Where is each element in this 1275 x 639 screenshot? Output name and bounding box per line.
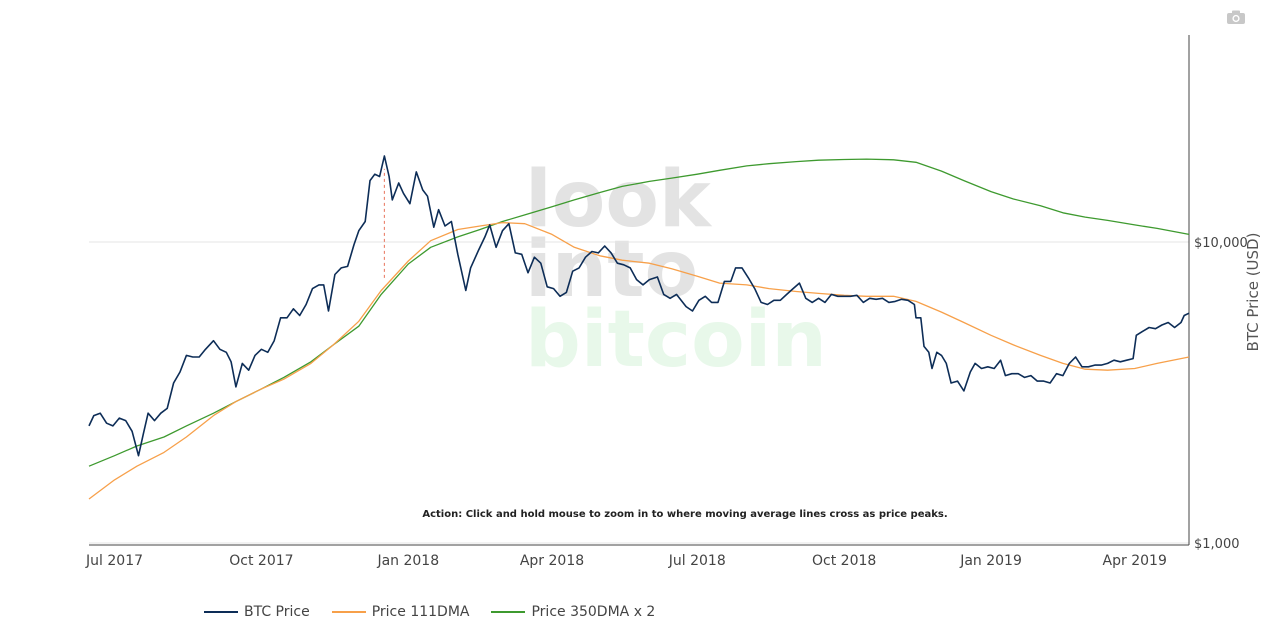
x-tick-label: Oct 2018 (812, 553, 876, 569)
x-tick-label: Apr 2018 (520, 553, 584, 569)
x-tick-label: Jul 2018 (668, 553, 726, 569)
series-group[interactable] (88, 155, 1190, 500)
camera-icon[interactable] (1226, 9, 1246, 25)
watermark-line-look: look (525, 155, 713, 245)
legend-swatch (491, 611, 526, 613)
watermark-line-bitcoin: bitcoin (525, 295, 827, 385)
legend-label: BTC Price (244, 604, 310, 620)
legend-item[interactable]: Price 350DMA x 2 (491, 604, 655, 620)
series-line-price-111dma[interactable] (88, 221, 1190, 500)
legend-item[interactable]: Price 111DMA (331, 604, 470, 620)
x-tick-label: Apr 2019 (1103, 553, 1167, 569)
y-tick-label: $1,000 (1194, 537, 1240, 552)
tick-labels: $1,000 $10,000 Jul 2017 Oct 2017 Jan 2018 Apr… (85, 236, 1248, 569)
legend-item[interactable]: BTC Price (204, 604, 310, 620)
x-tick-label: Oct 2017 (229, 553, 293, 569)
x-tick-label: Jan 2019 (959, 553, 1022, 569)
legend-label: Price 111DMA (371, 604, 470, 620)
series-line-price-350dma-x-2[interactable] (88, 158, 1190, 467)
y-tick-label: $10,000 (1194, 236, 1248, 251)
annotation-text: Action: Click and hold mouse to zoom in … (422, 509, 947, 520)
y-axis-title: BTC Price (USD) (1244, 233, 1262, 352)
watermark-logo: look into bitcoin (525, 155, 827, 385)
legend-swatch (331, 611, 366, 613)
x-tick-label: Jan 2018 (376, 553, 439, 569)
legend-label: Price 350DMA x 2 (531, 604, 656, 620)
legend-swatch (204, 611, 238, 613)
chart-legend: BTC Price Price 111DMA Price 350DMA x 2 (204, 604, 677, 620)
watermark-line-into: into (525, 225, 698, 315)
series-line-btc-price[interactable] (88, 155, 1190, 457)
axes (89, 35, 1190, 546)
x-tick-label: Jul 2017 (85, 553, 143, 569)
grid-lines (89, 241, 1189, 544)
